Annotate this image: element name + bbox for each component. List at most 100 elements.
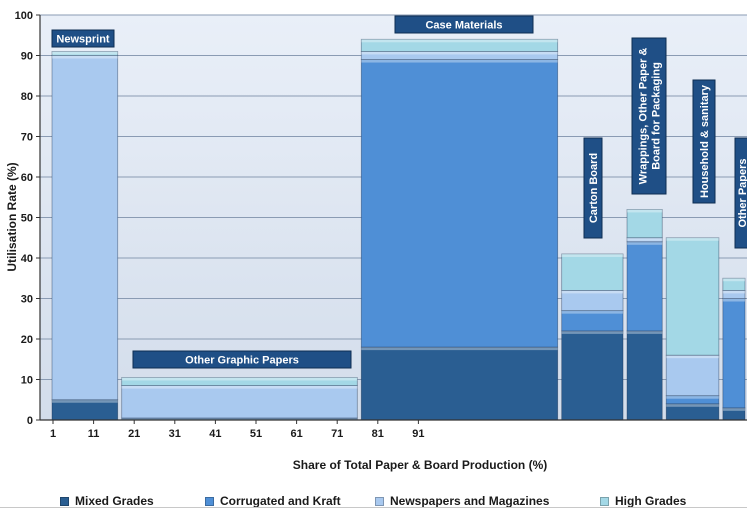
x-tick-label: 61 xyxy=(290,428,302,440)
label-case-materials-box xyxy=(394,15,534,34)
legend-label: Corrugated and Kraft xyxy=(220,494,341,508)
legend-label: Mixed Grades xyxy=(75,494,154,508)
x-tick-label: 81 xyxy=(372,428,384,440)
y-tick-label: 20 xyxy=(21,334,33,346)
bar-highlight xyxy=(361,347,558,351)
bar-highlight xyxy=(722,407,745,411)
bar-highlight xyxy=(121,417,358,420)
x-tick-label: 51 xyxy=(250,428,262,440)
label-household-sanitary-box xyxy=(692,79,716,204)
x-tick-label: 31 xyxy=(169,428,181,440)
x-tick-label: 71 xyxy=(331,428,343,440)
bar-highlight xyxy=(627,241,663,245)
bar-segment xyxy=(360,51,559,60)
bar-segment xyxy=(561,289,624,312)
bar-segment xyxy=(722,298,746,409)
bar-segment xyxy=(561,253,624,291)
legend-item: High Grades xyxy=(600,492,740,510)
bar-highlight xyxy=(561,310,624,314)
bar-segment xyxy=(561,330,624,421)
bar-segment xyxy=(665,354,720,397)
bar-segment xyxy=(626,330,663,421)
bar-highlight xyxy=(627,237,663,241)
label-wrappings: Wrappings, Other Paper & xyxy=(638,48,650,185)
bar-highlight xyxy=(722,290,745,294)
y-tick-label: 50 xyxy=(21,213,33,225)
bar-segment xyxy=(360,346,559,421)
label-other-graphic-papers-box xyxy=(132,350,352,369)
legend-swatch xyxy=(60,496,69,506)
y-axis-label: Utilisation Rate (%) xyxy=(5,162,19,271)
y-tick-label: 10 xyxy=(21,375,33,387)
y-tick-label: 70 xyxy=(21,132,33,144)
bar-highlight xyxy=(666,237,719,241)
label-case-materials: Case Materials xyxy=(425,20,502,32)
bar-highlight xyxy=(52,55,118,59)
bar-segment xyxy=(360,38,559,52)
y-tick-label: 80 xyxy=(21,91,33,103)
x-tick-label: 11 xyxy=(88,428,100,440)
bar-highlight xyxy=(121,377,358,381)
label-carton-board: Carton Board xyxy=(588,153,600,223)
bars xyxy=(51,38,746,421)
y-tick-label: 0 xyxy=(27,415,33,427)
label-household-sanitary: Household & sanitary xyxy=(699,84,711,198)
x-tick-label: 41 xyxy=(209,428,221,440)
label-wrappings-box xyxy=(631,37,667,195)
legend: Mixed Grades Corrugated and Kraft Newspape… xyxy=(60,492,747,510)
bar-segment xyxy=(722,277,746,291)
y-tick-label: 60 xyxy=(21,172,33,184)
label-other-papers-box xyxy=(734,137,747,249)
bar-segment xyxy=(51,399,119,421)
x-tick-label: 1 xyxy=(50,428,56,440)
label-other-papers: Other Papers xyxy=(737,158,747,227)
bar-segment xyxy=(665,237,720,356)
x-tick-label: 91 xyxy=(412,428,424,440)
bar-segment xyxy=(121,385,358,419)
bar-highlight xyxy=(627,330,663,334)
bar-highlight xyxy=(561,330,624,334)
legend-item: Corrugated and Kraft xyxy=(205,492,375,510)
legend-label: Newspapers and Magazines xyxy=(390,494,550,508)
legend-swatch xyxy=(600,496,609,506)
label-other-graphic-papers: Other Graphic Papers xyxy=(185,355,299,367)
bar-highlight xyxy=(627,209,663,213)
label-newsprint-box xyxy=(51,29,115,48)
bar-segment xyxy=(626,208,663,239)
legend-label: High Grades xyxy=(615,494,687,508)
bar-highlight xyxy=(121,385,358,389)
bar-segment xyxy=(561,310,624,332)
label-newsprint: Newsprint xyxy=(56,34,110,46)
bar-highlight xyxy=(361,59,558,63)
legend-item: Mixed Grades xyxy=(60,492,205,510)
x-tick-label: 21 xyxy=(128,428,140,440)
legend-swatch xyxy=(375,496,384,506)
legend-item: Newspapers and Magazines xyxy=(375,492,600,510)
bar-highlight xyxy=(52,51,118,55)
bar-highlight xyxy=(666,403,719,407)
bar-segment xyxy=(360,59,559,348)
bar-highlight xyxy=(52,399,118,403)
legend-swatch xyxy=(205,496,214,506)
bar-highlight xyxy=(561,290,624,294)
bar-segment xyxy=(51,55,119,401)
label-wrappings: Board for Packaging xyxy=(651,62,663,170)
bar-highlight xyxy=(722,278,745,282)
bar-segment xyxy=(121,377,358,386)
label-carton-board-box xyxy=(583,137,603,239)
x-axis-label: Share of Total Paper & Board Production … xyxy=(293,458,547,472)
y-tick-label: 40 xyxy=(21,253,33,265)
bottom-divider xyxy=(0,507,747,508)
category-labels: Newsprint Other Graphic Papers Case Materi… xyxy=(51,15,747,369)
bar-highlight xyxy=(666,395,719,399)
bar-highlight xyxy=(561,253,624,257)
y-tick-label: 100 xyxy=(15,10,33,22)
bar-segment xyxy=(51,51,119,56)
y-tick-label: 30 xyxy=(21,294,33,306)
bar-highlight xyxy=(722,298,745,302)
bar-highlight xyxy=(361,39,558,43)
bar-segment xyxy=(626,241,663,332)
bar-highlight xyxy=(666,355,719,359)
